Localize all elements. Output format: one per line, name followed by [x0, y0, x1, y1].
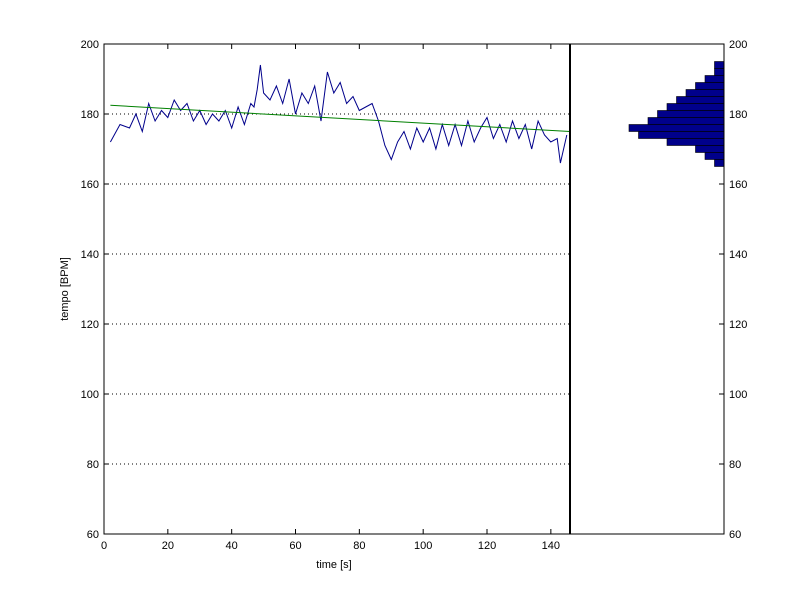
histogram-bar: [704, 152, 725, 160]
grid-lines: [104, 113, 570, 465]
x-tick-label: 100: [414, 540, 432, 552]
plot-frame: [103, 43, 725, 535]
histogram-bar: [666, 138, 725, 146]
y-tick-label: 60: [87, 529, 99, 541]
y-axis-label: tempo [BPM]: [59, 257, 71, 321]
y-tick-label-right: 100: [729, 389, 747, 401]
x-tick-label: 80: [353, 540, 365, 552]
y-tick-label: 140: [81, 249, 99, 261]
x-tick-label: 40: [226, 540, 238, 552]
histogram-bar: [695, 145, 725, 153]
histogram-bar: [657, 110, 725, 118]
y-tick-label-right: 180: [729, 109, 747, 121]
y-tick-label: 200: [81, 39, 99, 51]
y-ticks-left: 60 80 100 120 140 160 180 200: [81, 39, 109, 541]
y-tick-label: 80: [87, 459, 99, 471]
y-tick-label: 160: [81, 179, 99, 191]
y-tick-label: 180: [81, 109, 99, 121]
histogram-bar: [714, 159, 725, 167]
histogram-bar: [704, 75, 725, 83]
y-tick-label-right: 200: [729, 39, 747, 51]
trend-line: [110, 104, 571, 132]
histogram-bar: [628, 124, 725, 132]
histogram: [628, 61, 725, 167]
x-tick-label: 60: [289, 540, 301, 552]
histogram-bar: [695, 82, 725, 90]
y-tick-label-right: 140: [729, 249, 747, 261]
histogram-bar: [638, 131, 725, 139]
y-tick-label-right: 160: [729, 179, 747, 191]
y-tick-label: 120: [81, 319, 99, 331]
histogram-bar: [685, 89, 725, 97]
y-tick-label: 100: [81, 389, 99, 401]
histogram-bar: [676, 96, 725, 104]
y-tick-label-right: 60: [729, 529, 741, 541]
y-tick-label-right: 120: [729, 319, 747, 331]
x-tick-label: 120: [478, 540, 496, 552]
histogram-bar: [714, 61, 725, 69]
histogram-bar: [714, 68, 725, 76]
tempo-series-line: [109, 64, 568, 164]
x-tick-label: 0: [101, 540, 107, 552]
histogram-bar: [647, 117, 725, 125]
y-tick-label-right: 80: [729, 459, 741, 471]
x-ticks: 0 20 40 60 80 100 120 140: [101, 44, 560, 552]
x-tick-label: 20: [162, 540, 174, 552]
x-tick-label: 140: [542, 540, 560, 552]
x-axis-label: time [s]: [316, 559, 351, 571]
histogram-bar: [666, 103, 725, 111]
